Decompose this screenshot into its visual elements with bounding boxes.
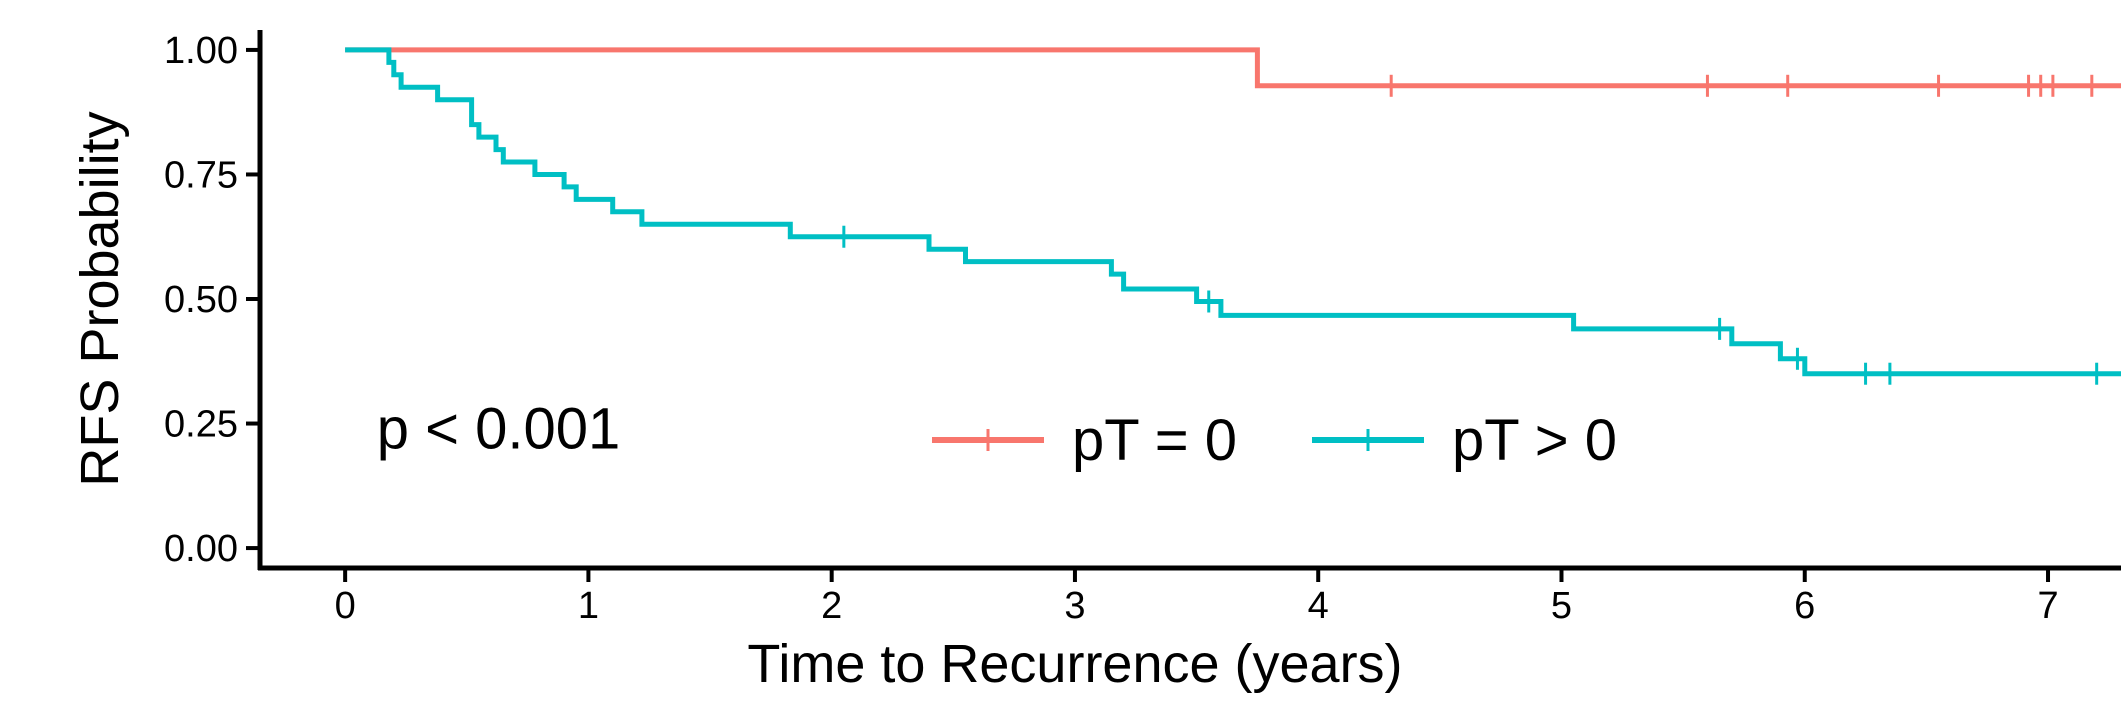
x-tick-label: 7	[2037, 585, 2058, 627]
km-curve-series-2	[345, 47, 2121, 377]
p-value-annotation: p < 0.001	[377, 396, 621, 461]
legend-label: pT = 0	[1072, 408, 1237, 473]
x-tick-label: 3	[1064, 585, 1085, 627]
x-tick-label: 4	[1308, 585, 1329, 627]
x-tick-label: 6	[1794, 585, 1815, 627]
y-tick-label: 1.00	[164, 30, 238, 72]
y-axis-title: RFS Probability	[70, 111, 130, 486]
x-tick-label: 2	[821, 585, 842, 627]
y-tick-label: 0.50	[164, 279, 238, 321]
y-tick-label: 0.00	[164, 528, 238, 570]
x-tick-label: 1	[578, 585, 599, 627]
x-tick-label: 0	[335, 585, 356, 627]
x-axis-title: Time to Recurrence (years)	[747, 634, 1402, 694]
legend-label: pT > 0	[1452, 408, 1617, 473]
x-tick-label: 5	[1551, 585, 1572, 627]
km-curve-series-1	[345, 47, 2121, 89]
y-tick-label: 0.25	[164, 404, 238, 446]
legend: pT = 0 pT > 0	[932, 408, 1617, 473]
y-tick-label: 0.75	[164, 154, 238, 196]
